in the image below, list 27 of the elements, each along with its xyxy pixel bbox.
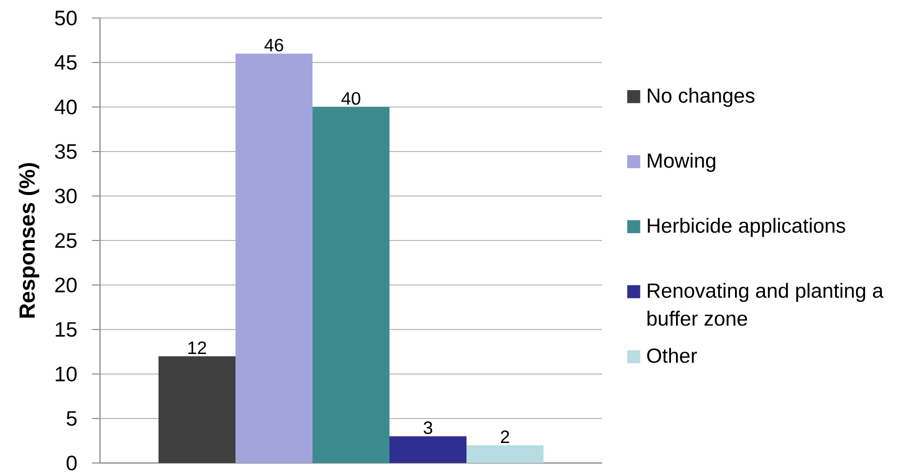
y-tick-label: 0 [66,456,77,470]
bar [236,54,312,463]
y-tick-label: 15 [56,322,77,337]
data-label: 40 [341,92,360,105]
y-axis-title: Responses (%) [18,163,40,318]
legend-label: No changes [648,88,754,107]
y-tick-label: 25 [55,233,77,248]
legend-label: Mowing [648,152,716,172]
y-tick-label: 10 [56,366,77,382]
data-label: 46 [264,38,284,52]
y-tick-label: 45 [54,55,77,70]
y-tick-label: 35 [55,144,77,159]
bar [390,436,466,463]
bar [312,107,390,463]
legend-label: Herbicide applications [648,218,846,237]
y-tick-label: 40 [54,100,77,114]
y-tick-label: 30 [55,188,77,204]
y-tick-label: 50 [55,10,77,26]
data-label: 2 [500,430,510,443]
data-label: 12 [188,341,206,354]
data-label: 3 [424,421,432,434]
bar [158,356,236,463]
legend-label: Other [647,348,697,363]
y-tick-label: 20 [55,278,77,292]
bar [466,445,544,463]
y-tick-label: 5 [66,411,77,426]
legend-label: Renovating and planting a buffer zone [648,282,884,326]
